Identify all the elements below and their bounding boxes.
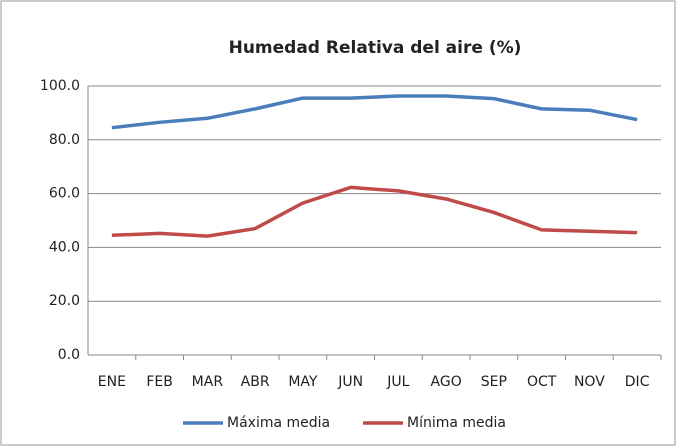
- x-tick-label: AGO: [431, 374, 462, 390]
- legend-label: Mínima media: [407, 415, 506, 431]
- x-tick-label: FEB: [146, 374, 173, 390]
- y-tick-label: 60.0: [49, 186, 80, 202]
- x-tick-label: DIC: [625, 374, 650, 390]
- y-tick-label: 0.0: [58, 347, 80, 363]
- x-tick-label: ABR: [241, 374, 270, 390]
- x-tick-label: ENE: [98, 374, 126, 390]
- y-tick-label: 100.0: [40, 78, 80, 94]
- y-tick-label: 80.0: [49, 132, 80, 148]
- y-tick-label: 20.0: [49, 293, 80, 309]
- x-tick-label: NOV: [574, 374, 605, 390]
- x-tick-label: SEP: [481, 374, 507, 390]
- legend-label: Máxima media: [227, 415, 330, 431]
- y-tick-label: 40.0: [49, 239, 80, 255]
- line-series: [111, 185, 638, 238]
- x-tick-label: JUL: [386, 374, 409, 390]
- line-series: [111, 94, 638, 130]
- x-tick-label: MAY: [288, 374, 318, 390]
- chart-title: Humedad Relativa del aire (%): [229, 38, 522, 58]
- x-tick-label: OCT: [527, 374, 557, 390]
- x-tick-label: JUN: [337, 374, 363, 390]
- x-tick-label: MAR: [192, 374, 224, 390]
